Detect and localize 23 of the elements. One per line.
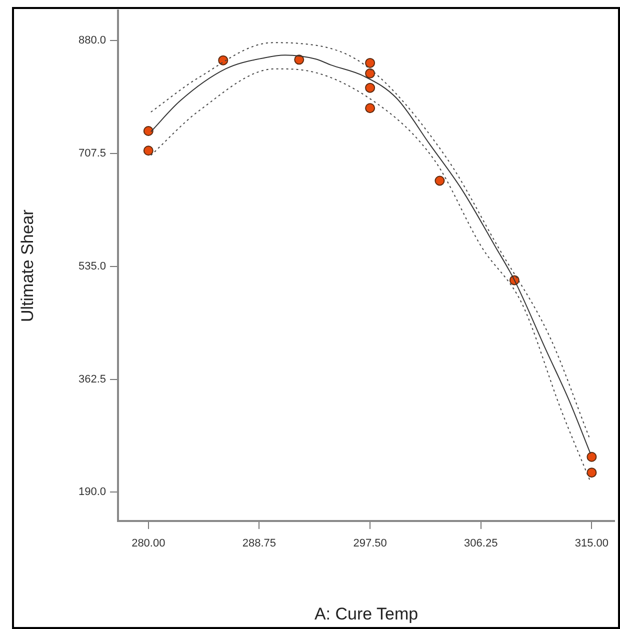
y-tick-label: 535.0 xyxy=(78,260,106,272)
point xyxy=(294,54,304,65)
point xyxy=(365,82,376,93)
y-tick-label: 880.0 xyxy=(78,34,106,47)
x-tick-label: 297.50 xyxy=(353,538,387,550)
point xyxy=(434,176,445,186)
x-tick-label: 280.00 xyxy=(132,538,166,550)
point xyxy=(365,58,376,68)
y-tick-label: 707.5 xyxy=(78,148,106,160)
y-tick-label: 190.0 xyxy=(78,486,106,498)
x-tick-label: 288.75 xyxy=(242,538,276,550)
x-axis-title: A: Cure Temp xyxy=(314,604,418,624)
point xyxy=(365,103,376,114)
point xyxy=(586,452,597,462)
point xyxy=(365,68,376,78)
point xyxy=(143,146,154,156)
x-tick-label: 306.25 xyxy=(464,538,498,550)
point xyxy=(143,126,154,136)
y-tick-label: 362.5 xyxy=(78,373,106,386)
y-axis-title: Ultimate Shear xyxy=(18,209,37,322)
point xyxy=(586,468,597,478)
x-tick-label: 315.00 xyxy=(574,538,609,550)
point xyxy=(218,55,228,66)
